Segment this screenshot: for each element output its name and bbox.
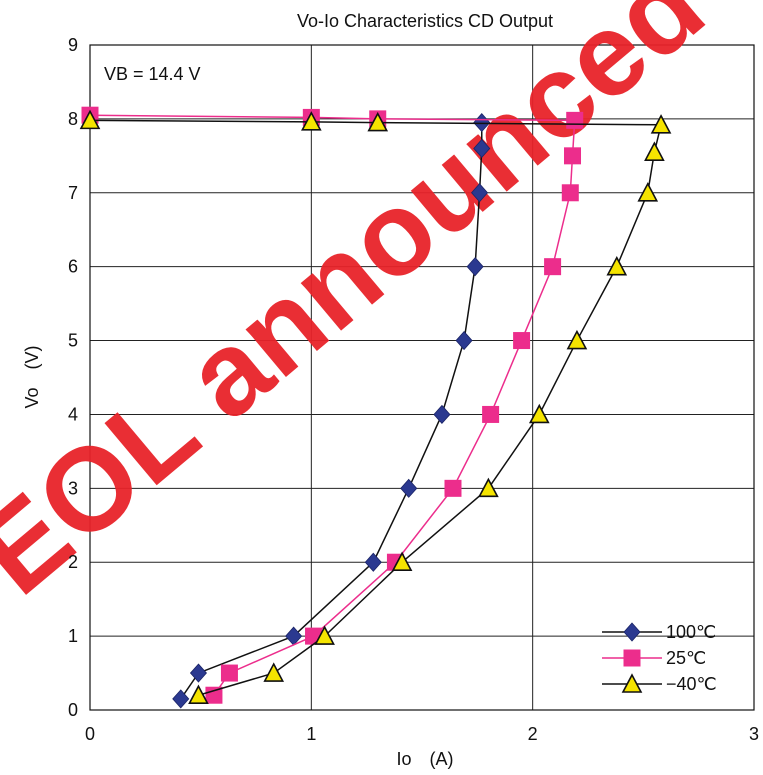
x-tick-label: 1 (306, 724, 316, 744)
data-point (650, 114, 672, 134)
legend-label: −40℃ (666, 674, 717, 694)
x-tick-label: 0 (85, 724, 95, 744)
y-tick-label: 2 (68, 552, 78, 572)
y-tick-label: 7 (68, 183, 78, 203)
plot-frame (89, 44, 755, 711)
data-point (566, 111, 584, 129)
y-tick-label: 8 (68, 109, 78, 129)
data-point (444, 479, 462, 497)
data-point (301, 111, 322, 131)
y-tick-label: 1 (68, 626, 78, 646)
data-point (400, 478, 418, 498)
y-tick-label: 4 (68, 404, 78, 424)
data-series (79, 106, 672, 709)
data-point (189, 663, 207, 683)
legend-marker (623, 649, 641, 667)
data-point (513, 332, 531, 350)
x-tick-label: 2 (528, 724, 538, 744)
data-point (637, 182, 659, 202)
data-point (544, 258, 562, 276)
y-tick-label: 5 (68, 331, 78, 351)
tick-labels: 0 1 2 3 0 1 2 3 4 5 6 7 8 9 (68, 35, 759, 744)
data-point (528, 403, 550, 424)
data-point (433, 404, 451, 425)
y-axis-label: Vo (V) (22, 345, 42, 408)
chart-title: Vo-Io Characteristics CD Output (297, 11, 553, 31)
data-point (482, 405, 500, 423)
series-line (89, 114, 576, 696)
watermark-text: EOL announced (0, 0, 728, 620)
data-point (644, 141, 665, 161)
data-point (473, 138, 491, 159)
legend-marker (623, 622, 641, 642)
data-point (561, 184, 579, 202)
data-point (263, 662, 285, 682)
y-tick-label: 0 (68, 700, 78, 720)
y-tick-label: 9 (68, 35, 78, 55)
data-point (478, 477, 499, 498)
legend: 100℃ 25℃ −40℃ (602, 622, 717, 694)
data-point (314, 625, 335, 645)
data-point (471, 183, 489, 203)
data-point (566, 329, 588, 350)
y-tick-label: 6 (68, 257, 78, 277)
legend-label: 25℃ (666, 648, 706, 668)
data-point (391, 551, 413, 572)
data-point (79, 109, 101, 130)
grid-lines (90, 45, 754, 710)
data-point (466, 257, 484, 277)
legend-label: 100℃ (666, 622, 716, 642)
series-line (89, 119, 662, 696)
series-0 (172, 112, 491, 709)
series-2 (79, 109, 672, 705)
x-tick-label: 3 (749, 724, 759, 744)
data-point (564, 147, 582, 165)
x-axis-label: Io (A) (396, 749, 453, 769)
data-point (455, 330, 473, 351)
legend-marker (621, 673, 643, 693)
data-point (220, 664, 238, 682)
data-point (606, 255, 628, 276)
data-point (188, 684, 209, 705)
data-point (172, 689, 190, 709)
vb-annotation: VB = 14.4 V (104, 64, 201, 84)
data-point (364, 552, 382, 572)
watermark: EOL announced (0, 0, 728, 620)
y-tick-label: 3 (68, 478, 78, 498)
data-point (367, 111, 389, 132)
